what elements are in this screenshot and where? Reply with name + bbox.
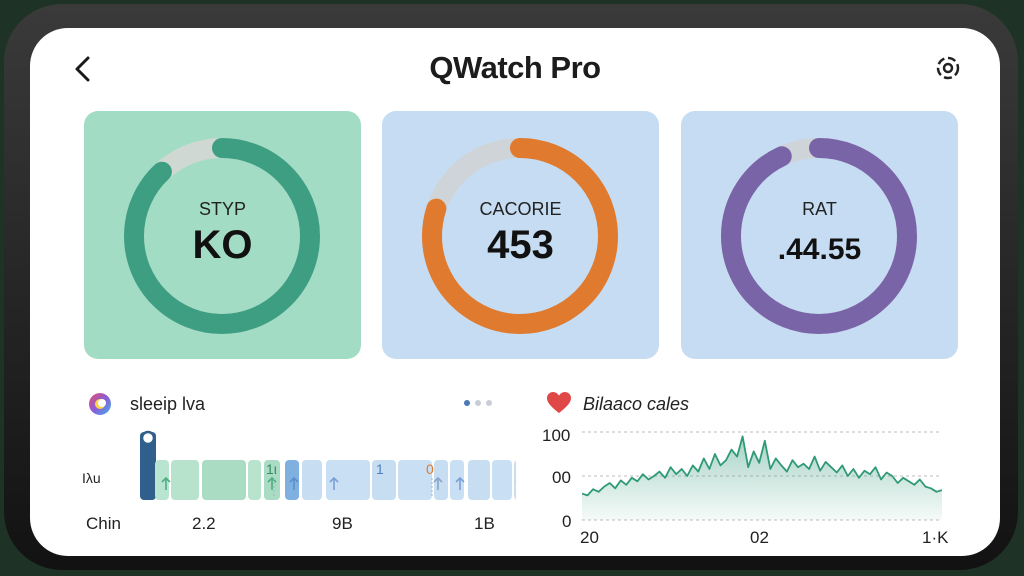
sleep-title: sleeip lva — [130, 394, 206, 414]
page-indicator[interactable] — [464, 400, 492, 406]
sleep-stage-block — [302, 460, 322, 500]
heart-rate-area — [582, 436, 942, 520]
sleep-arrow — [455, 476, 465, 490]
sleep-stage-block — [248, 460, 261, 500]
ring-progress — [124, 138, 320, 334]
page-dot[interactable] — [475, 400, 481, 406]
heart-rate-line — [582, 435, 942, 497]
sleep-stage-block — [202, 460, 246, 500]
settings-button[interactable] — [932, 52, 964, 84]
steps-label: STYP — [198, 199, 246, 219]
sleep-marker-dot[interactable] — [140, 430, 156, 446]
heart-x-label: 02 — [750, 528, 769, 547]
page-dot[interactable] — [464, 400, 470, 406]
heart-y-label: 0 — [562, 512, 572, 531]
sleep-marker-label: 0 — [426, 461, 434, 477]
chevron-left-icon — [75, 56, 90, 82]
heart-x-label: 1·K — [922, 528, 949, 547]
page-dot[interactable] — [486, 400, 492, 406]
settings-target-icon — [936, 56, 960, 80]
sleep-x-label: 1B — [474, 514, 495, 533]
heart-icon — [547, 392, 571, 413]
sleep-stage-block — [492, 460, 512, 500]
sleep-x-label: Chin — [86, 514, 121, 533]
rate-value: .44.55 — [777, 233, 862, 266]
sleep-arrow — [433, 476, 443, 490]
sleep-marker-label: 1 — [376, 461, 384, 477]
heart-y-label: 00 — [552, 468, 571, 487]
phone-frame: QWatch Pro STYP KO CACORIE 453 RAT .44.5… — [4, 4, 1018, 570]
sleep-stage-block — [514, 460, 516, 500]
sleep-app-icon — [89, 393, 111, 415]
sleep-x-label: 2.2 — [192, 514, 216, 533]
sleep-left-label: Ιλu — [82, 470, 101, 486]
app-header: QWatch Pro — [30, 28, 1000, 108]
steps-ring — [124, 138, 320, 334]
steps-card[interactable]: STYP KO — [84, 111, 361, 359]
sleep-arrow — [267, 476, 277, 490]
sleep-stage-block — [171, 460, 199, 500]
ring-progress — [422, 138, 618, 334]
calories-card[interactable]: CACORIE 453 — [382, 111, 659, 359]
ring-progress — [721, 138, 917, 334]
sleep-stage-block — [372, 460, 396, 500]
back-button[interactable] — [68, 54, 98, 84]
sleep-arrow — [329, 476, 339, 490]
steps-value: KO — [192, 223, 253, 267]
heart-rate-chart — [582, 431, 942, 521]
app-screen: QWatch Pro STYP KO CACORIE 453 RAT .44.5… — [30, 28, 1000, 556]
sleep-stage-block — [468, 460, 490, 500]
sleep-marker-label: 1ι — [266, 461, 277, 477]
sleep-arrow — [161, 476, 171, 490]
sleep-stage-block — [326, 460, 370, 500]
heart-title: Bilaaco cales — [583, 394, 690, 414]
calories-label: CACORIE — [479, 199, 562, 219]
app-title: QWatch Pro — [429, 50, 601, 85]
heart-y-label: 100 — [542, 426, 571, 445]
sleep-x-label: 9B — [332, 514, 353, 533]
sleep-arrow — [289, 476, 299, 490]
heart-x-label: 20 — [580, 528, 599, 547]
calories-ring — [422, 138, 618, 334]
rate-ring — [721, 138, 917, 334]
calories-value: 453 — [487, 223, 554, 267]
rate-card[interactable]: RAT .44.55 — [681, 111, 958, 359]
sleep-stage-chart: 1ι100 — [140, 430, 516, 500]
rate-label: RAT — [802, 199, 837, 219]
sleep-stage-block — [398, 460, 432, 500]
